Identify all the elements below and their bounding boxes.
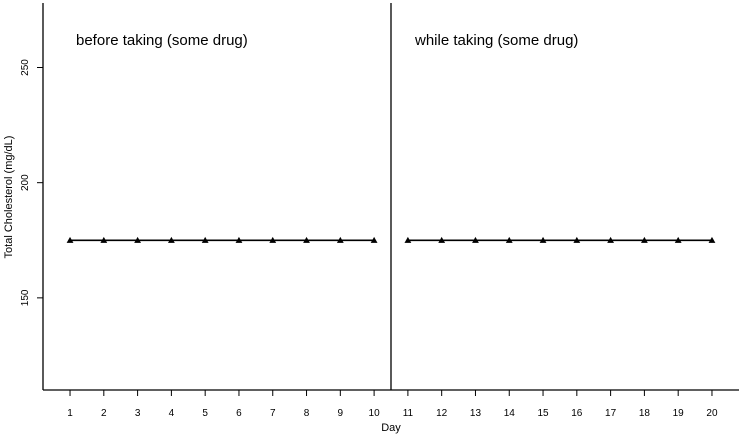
- x-tick-label: 14: [504, 408, 516, 419]
- x-tick-label: 5: [202, 408, 208, 419]
- x-tick-label: 10: [369, 408, 381, 419]
- x-tick-label: 6: [236, 408, 242, 419]
- data-point: [438, 236, 446, 243]
- x-tick-label: 3: [135, 408, 141, 419]
- data-point: [167, 236, 175, 243]
- data-point: [134, 236, 142, 243]
- axes: [42, 3, 739, 391]
- data-point: [336, 236, 344, 243]
- data-point: [100, 236, 108, 243]
- data-point: [708, 236, 716, 243]
- x-tick-label: 13: [470, 408, 482, 419]
- y-axis-label: Total Cholesterol (mg/dL): [3, 136, 15, 259]
- y-tick-label: 250: [20, 59, 31, 76]
- data-point: [505, 236, 513, 243]
- data-point: [404, 236, 412, 243]
- x-tick-label: 12: [436, 408, 448, 419]
- y-tick-label: 200: [20, 174, 31, 191]
- data-point: [235, 236, 243, 243]
- x-tick-label: 2: [101, 408, 107, 419]
- x-tick-label: 17: [605, 408, 617, 419]
- phase-label-before: before taking (some drug): [76, 32, 248, 49]
- data-point: [573, 236, 581, 243]
- data-point: [303, 236, 310, 243]
- x-tick-label: 7: [270, 408, 276, 419]
- x-tick-label: 20: [706, 408, 718, 419]
- data-point: [640, 236, 648, 243]
- x-tick-label: 11: [403, 408, 414, 419]
- data-point: [674, 236, 682, 243]
- y-tick-label: 150: [20, 289, 31, 306]
- data-points: [66, 236, 716, 243]
- x-tick-label: 9: [338, 408, 344, 419]
- x-axis-ticks: 1 2 3 4 5 6 7 8 9 10 11 12 13 14 15 16 17 18 19 20: [67, 390, 718, 419]
- y-axis-ticks: 150 200 250: [20, 59, 43, 306]
- data-point: [539, 236, 547, 243]
- data-point: [370, 236, 378, 243]
- x-tick-label: 16: [571, 408, 583, 419]
- x-axis-label: Day: [381, 422, 401, 434]
- data-point: [66, 236, 74, 243]
- x-tick-label: 18: [639, 408, 651, 419]
- data-point: [607, 236, 615, 243]
- x-tick-label: 1: [67, 408, 73, 419]
- data-point: [201, 236, 209, 243]
- phase-label-while: while taking (some drug): [414, 32, 578, 49]
- x-tick-label: 4: [169, 408, 175, 419]
- data-point: [472, 236, 479, 243]
- x-tick-label: 8: [304, 408, 310, 419]
- data-point: [269, 236, 277, 243]
- x-tick-label: 19: [673, 408, 685, 419]
- x-tick-label: 15: [537, 408, 549, 419]
